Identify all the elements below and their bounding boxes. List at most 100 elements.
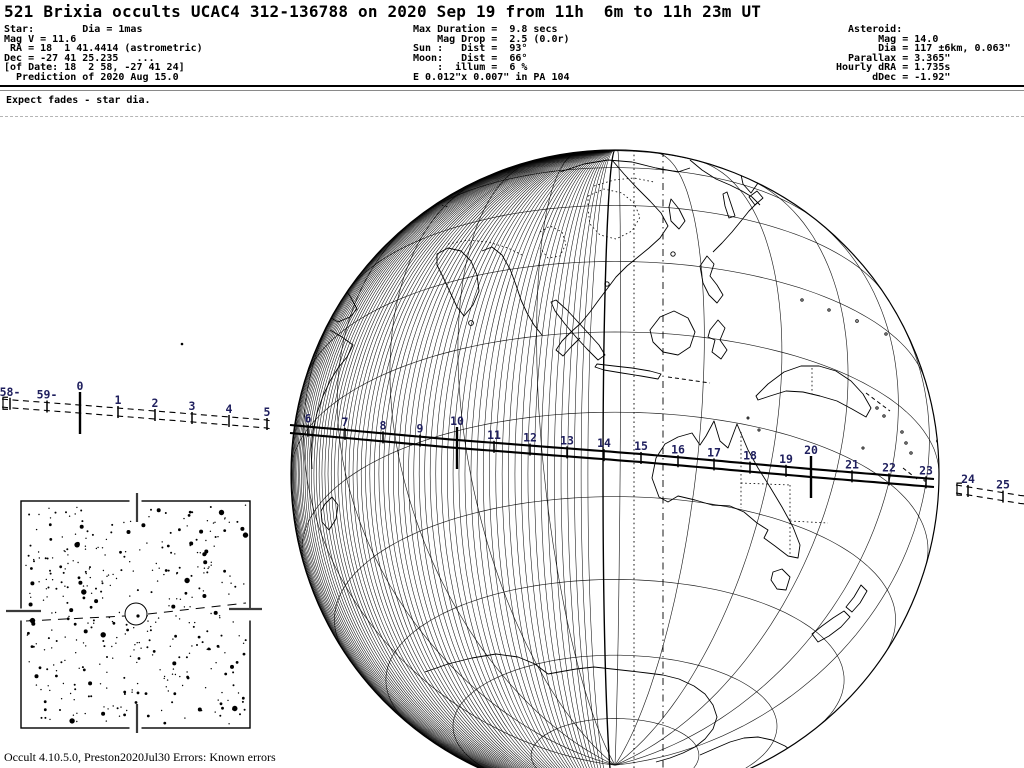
border-arctic-border bbox=[593, 177, 655, 187]
tick-label-16: 16 bbox=[671, 442, 685, 456]
tick-label-13: 13 bbox=[560, 433, 574, 447]
coast-caspian-sea bbox=[385, 195, 403, 223]
coast-nz-north-island bbox=[845, 584, 868, 613]
island-dot bbox=[670, 251, 676, 257]
island-dot bbox=[827, 308, 831, 312]
coast-antarctica-bay bbox=[699, 736, 806, 764]
coast-india bbox=[436, 247, 480, 317]
chart-asteroid-path bbox=[147, 602, 247, 615]
islands-lesser-sunda-islands bbox=[667, 376, 711, 384]
coast-nz-south-island bbox=[811, 610, 851, 643]
tick-label-5: 5 bbox=[264, 405, 271, 419]
footer-credit: Occult 4.10.5.0, Preston2020Jul30 Errors… bbox=[4, 750, 276, 764]
islands-aleutian-islands bbox=[844, 159, 875, 175]
coast-antarctica bbox=[424, 653, 718, 763]
coast-sumatra bbox=[550, 299, 606, 361]
tick-label-19: 19 bbox=[779, 452, 793, 466]
border-aus-border-nsw bbox=[789, 520, 829, 524]
coast-burma-coast bbox=[481, 246, 543, 336]
islands-solomon-islands bbox=[865, 392, 891, 412]
island-dot bbox=[800, 298, 804, 302]
tick-label-24: 24 bbox=[961, 472, 975, 486]
island-dot bbox=[904, 441, 908, 445]
coast-new-guinea bbox=[755, 365, 872, 418]
tick-label-21: 21 bbox=[845, 457, 859, 471]
coast-africa-east-coast bbox=[310, 329, 354, 470]
island-dot bbox=[746, 416, 750, 420]
note-rule-thin bbox=[0, 116, 1024, 117]
coast-hokkaido bbox=[748, 190, 764, 206]
coast-java bbox=[594, 363, 662, 380]
border-aus-border-nt-sa bbox=[740, 482, 791, 486]
target-star bbox=[136, 614, 140, 618]
tick-label-8: 8 bbox=[380, 418, 387, 432]
tick-label-1: 1 bbox=[115, 393, 122, 407]
tick-label-12: 12 bbox=[523, 431, 537, 445]
coast-okhotsk-coast bbox=[689, 159, 761, 206]
coast-japan bbox=[712, 202, 758, 253]
coast-australia bbox=[651, 420, 801, 559]
page-title: 521 Brixia occults UCAC4 312-136788 on 2… bbox=[4, 2, 762, 21]
island-dot bbox=[911, 300, 915, 304]
tick-label-14: 14 bbox=[597, 436, 611, 450]
tick-label-22: 22 bbox=[882, 460, 896, 474]
island-dot bbox=[861, 446, 865, 450]
star-field bbox=[25, 504, 249, 725]
coast-korea bbox=[668, 198, 686, 230]
island-dot bbox=[884, 332, 888, 336]
island-dot bbox=[947, 389, 949, 391]
coast-sakhalin bbox=[722, 191, 736, 219]
island-dot bbox=[909, 451, 913, 455]
island-dot bbox=[932, 350, 936, 354]
coast-philippines bbox=[699, 255, 724, 304]
tick-label-3: 3 bbox=[189, 399, 196, 413]
tick-label-2: 2 bbox=[152, 396, 159, 410]
border-himalaya-border bbox=[447, 239, 525, 257]
border-mongolia-border bbox=[587, 188, 641, 240]
tick-label-10: 10 bbox=[450, 414, 464, 428]
island-dot bbox=[875, 406, 879, 410]
tick-label-58-: 58- bbox=[0, 385, 20, 399]
tick-label-59-: 59- bbox=[37, 388, 58, 402]
tick-label-6: 6 bbox=[305, 412, 312, 426]
tick-label-20: 20 bbox=[804, 443, 818, 457]
path-end-bracket bbox=[956, 482, 962, 496]
terminator-line bbox=[602, 149, 616, 768]
stray-dot bbox=[180, 342, 184, 346]
tick-label-11: 11 bbox=[487, 428, 501, 442]
islands-kuril-islands bbox=[772, 151, 819, 174]
star-chart-inset bbox=[6, 493, 262, 733]
coast-antarctica-right bbox=[837, 717, 870, 761]
island-dot bbox=[900, 430, 904, 434]
header-rule-heavy bbox=[0, 85, 1024, 88]
border-china-west-border bbox=[539, 225, 567, 259]
tick-label-18: 18 bbox=[743, 449, 757, 463]
tick-label-4: 4 bbox=[226, 402, 233, 416]
island-dot bbox=[855, 319, 859, 323]
island-dot bbox=[882, 414, 886, 418]
chart-asteroid-path bbox=[25, 615, 126, 622]
tick-label-0: 0 bbox=[77, 379, 84, 393]
tick-label-25: 25 bbox=[996, 478, 1010, 492]
event-info-block: Max Duration = 9.8 secs Mag Drop = 2.5 (… bbox=[413, 24, 570, 83]
header-rule-thin bbox=[0, 90, 1024, 91]
tick-label-9: 9 bbox=[417, 422, 424, 436]
star-info-block: Star: Dia = 1mas Mag V = 11.6 RA = 18 1 … bbox=[4, 24, 203, 83]
night-hatching bbox=[290, 149, 616, 768]
target-star-circle bbox=[124, 602, 148, 626]
tick-label-15: 15 bbox=[634, 439, 648, 453]
tick-label-23: 23 bbox=[919, 463, 933, 477]
tick-label-17: 17 bbox=[707, 445, 721, 459]
expect-fades-note: Expect fades - star dia. bbox=[6, 95, 151, 106]
coast-china-vietnam-coast bbox=[555, 159, 669, 357]
coast-tasmania bbox=[770, 568, 791, 591]
coast-borneo bbox=[649, 310, 696, 356]
star-chart-border bbox=[20, 500, 251, 729]
coast-sulawesi bbox=[707, 319, 728, 360]
path-end-bracket bbox=[2, 396, 8, 410]
tick-label-7: 7 bbox=[342, 415, 349, 429]
